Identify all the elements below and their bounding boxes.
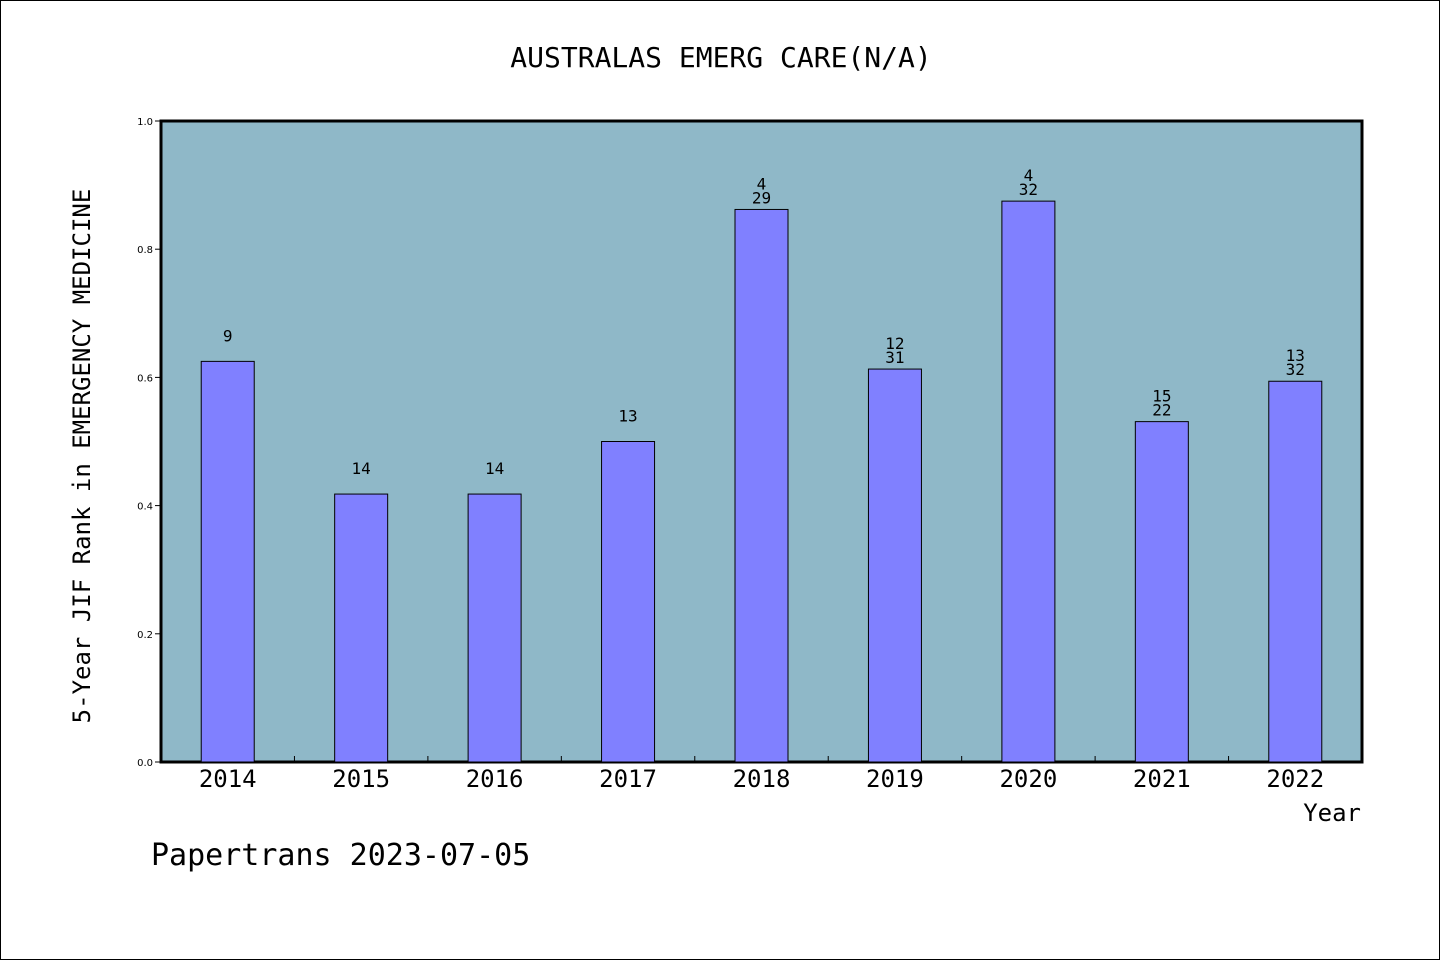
- x-tick-label: 2015: [332, 765, 390, 793]
- bar-2014: [200, 360, 255, 763]
- bar-data-label-top: 15: [1152, 387, 1171, 406]
- bar-data-label-top: 4: [1024, 166, 1034, 185]
- x-tick-label: 2014: [199, 765, 257, 793]
- y-tick-label: 0.6: [137, 373, 153, 384]
- bar-2021: [1134, 421, 1189, 763]
- bar-2020: [1001, 200, 1056, 763]
- y-tick-label: 0.4: [137, 502, 153, 513]
- bar-data-label-bottom: 31: [885, 348, 904, 367]
- y-axis-ticks: 0.0 0.2 0.4 0.6 0.8 1.0: [137, 117, 161, 769]
- bar-data-label: 14: [485, 459, 504, 478]
- bar-data-label: 14: [352, 459, 371, 478]
- bar-data-label-bottom: 32: [1286, 360, 1305, 379]
- footer-credit: Papertrans 2023-07-05: [151, 838, 530, 873]
- bar-data-label-bottom: 32: [1019, 180, 1038, 199]
- x-tick-label: 2019: [866, 765, 924, 793]
- y-tick-label: 0.0: [137, 758, 153, 769]
- x-tick-label: 2016: [466, 765, 524, 793]
- bar-data-label-top: 12: [885, 334, 904, 353]
- x-tick-label: 2018: [733, 765, 791, 793]
- x-tick-label: 2020: [999, 765, 1057, 793]
- bar-data-label-bottom: 29: [752, 188, 771, 207]
- bar-2015: [334, 493, 389, 763]
- x-tick-label: 2017: [599, 765, 657, 793]
- bar-2016: [467, 493, 522, 763]
- x-tick-label: 2021: [1133, 765, 1191, 793]
- chart-title: AUSTRALAS EMERG CARE(N/A): [510, 41, 931, 74]
- bar-data-label-top: 13: [1286, 346, 1305, 365]
- bar-data-label: 9: [223, 326, 233, 345]
- x-tick-label: 2022: [1266, 765, 1324, 793]
- bar-2019: [867, 368, 922, 763]
- bar-2022: [1268, 380, 1323, 763]
- bar-2018: [734, 208, 789, 763]
- bar-data-label: 13: [618, 407, 637, 426]
- y-axis-label: 5-Year JIF Rank in EMERGENCY MEDICINE: [68, 189, 96, 724]
- y-tick-label: 1.0: [137, 117, 153, 128]
- y-tick-label: 0.8: [137, 245, 153, 256]
- x-axis-ticks: 2014 2015 2016 2017 2018 2019 2020 2021 2022: [199, 756, 1324, 793]
- x-axis-label: Year: [1303, 799, 1361, 827]
- bar-data-label-top: 4: [757, 174, 767, 193]
- bar-data-label-bottom: 22: [1152, 401, 1171, 420]
- y-tick-label: 0.2: [137, 630, 153, 641]
- bar-2017: [601, 441, 656, 763]
